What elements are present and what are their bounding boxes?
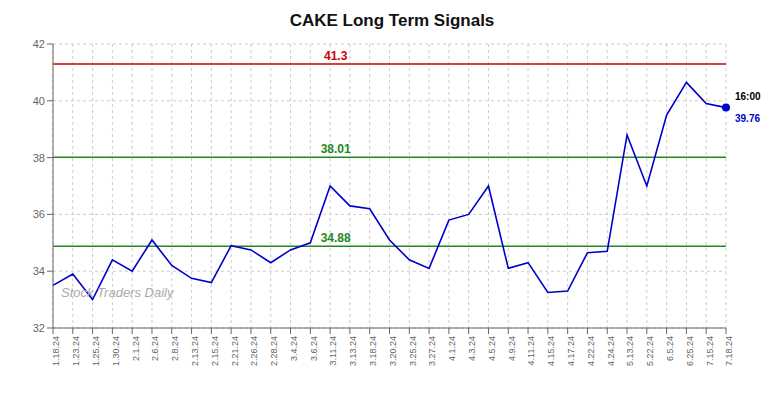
svg-text:4.24.24: 4.24.24 <box>606 336 616 366</box>
svg-text:3.4.24: 3.4.24 <box>289 336 299 361</box>
svg-text:42: 42 <box>33 38 45 50</box>
html-text:CAKE Long Term Signals: CAKE Long Term Signals <box>289 11 495 30</box>
svg-text:4.17.24: 4.17.24 <box>566 336 576 366</box>
svg-text:2.26.24: 2.26.24 <box>249 336 259 366</box>
svg-text:38: 38 <box>33 152 45 164</box>
svg-text:39.76: 39.76 <box>735 113 760 124</box>
svg-text:4.22.24: 4.22.24 <box>586 336 596 366</box>
svg-text:1.18.24: 1.18.24 <box>51 336 61 366</box>
svg-text:4.9.24: 4.9.24 <box>507 336 517 361</box>
svg-text:32: 32 <box>33 322 45 334</box>
svg-text:2.1.24: 2.1.24 <box>131 336 141 361</box>
svg-text:7.15.24: 7.15.24 <box>705 336 715 366</box>
svg-text:3.13.24: 3.13.24 <box>348 336 358 366</box>
svg-text:6.5.24: 6.5.24 <box>665 336 675 361</box>
svg-text:1.30.24: 1.30.24 <box>111 336 121 366</box>
svg-text:2.15.24: 2.15.24 <box>210 336 220 366</box>
svg-text:3.11.24: 3.11.24 <box>329 336 339 365</box>
svg-text:2.13.24: 2.13.24 <box>190 336 200 366</box>
svg-text:16:00: 16:00 <box>735 91 761 102</box>
svg-text:4.15.24: 4.15.24 <box>546 336 556 366</box>
svg-text:3.25.24: 3.25.24 <box>408 336 418 366</box>
svg-text:1.25.24: 1.25.24 <box>91 336 101 366</box>
svg-text:4.3.24: 4.3.24 <box>467 336 477 361</box>
svg-text:2.28.24: 2.28.24 <box>269 336 279 366</box>
svg-text:5.22.24: 5.22.24 <box>645 336 655 366</box>
svg-text:2.21.24: 2.21.24 <box>230 336 240 366</box>
svg-text:36: 36 <box>33 208 45 220</box>
svg-text:1.23.24: 1.23.24 <box>71 336 81 366</box>
svg-text:3.20.24: 3.20.24 <box>388 336 398 366</box>
svg-text:5.13.24: 5.13.24 <box>625 336 635 366</box>
svg-text:34: 34 <box>33 265 45 277</box>
svg-text:3.18.24: 3.18.24 <box>368 336 378 366</box>
svg-text:4.11.24: 4.11.24 <box>526 336 536 365</box>
svg-text:2.8.24: 2.8.24 <box>170 336 180 361</box>
svg-text:38.01: 38.01 <box>321 142 351 156</box>
svg-text:4.1.24: 4.1.24 <box>447 336 457 361</box>
html-text:Stock Traders Daily: Stock Traders Daily <box>61 284 174 300</box>
svg-text:2.6.24: 2.6.24 <box>150 336 160 361</box>
svg-text:41.3: 41.3 <box>324 49 348 63</box>
svg-text:34.88: 34.88 <box>321 231 351 245</box>
svg-text:4.5.24: 4.5.24 <box>487 336 497 361</box>
svg-text:40: 40 <box>33 95 45 107</box>
svg-text:3.27.24: 3.27.24 <box>427 336 437 366</box>
svg-text:3.6.24: 3.6.24 <box>309 336 319 361</box>
svg-text:7.18.24: 7.18.24 <box>724 336 734 366</box>
svg-text:6.25.24: 6.25.24 <box>685 336 695 366</box>
